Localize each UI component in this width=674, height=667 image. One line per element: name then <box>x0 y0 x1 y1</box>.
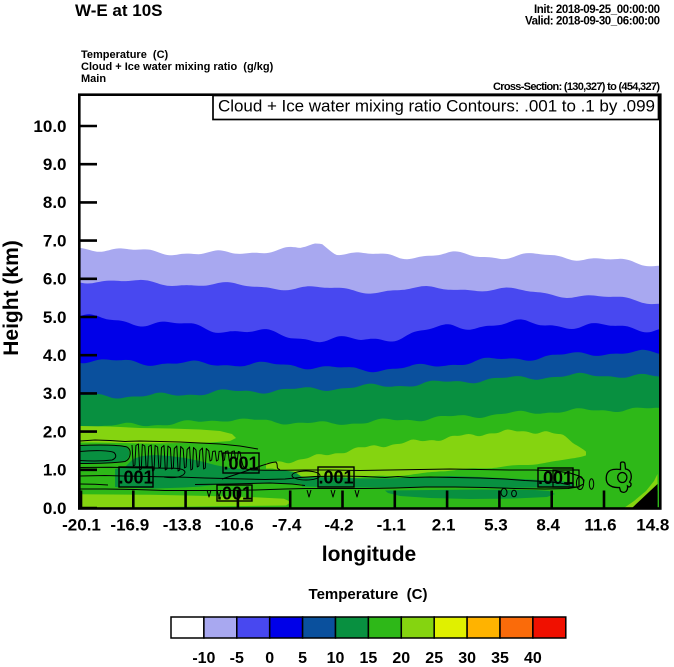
svg-text:5: 5 <box>298 650 307 667</box>
svg-text:-20.1: -20.1 <box>62 516 101 535</box>
svg-text:6.0: 6.0 <box>43 270 67 289</box>
svg-text:2.1: 2.1 <box>432 516 456 535</box>
svg-text:15: 15 <box>360 650 378 667</box>
svg-text:-7.4: -7.4 <box>272 516 302 535</box>
svg-text:-13.8: -13.8 <box>163 516 202 535</box>
svg-text:Cloud + Ice water mixing ratio: Cloud + Ice water mixing ratio Contours:… <box>218 97 655 116</box>
svg-text:0: 0 <box>265 650 274 667</box>
svg-text:8.4: 8.4 <box>536 516 560 535</box>
svg-text:7.0: 7.0 <box>43 231 67 250</box>
svg-text:.001: .001 <box>118 468 153 488</box>
svg-text:10: 10 <box>327 650 345 667</box>
svg-text:-10: -10 <box>192 650 215 667</box>
svg-text:Temperature (C): Temperature (C) <box>309 586 428 603</box>
svg-text:8.0: 8.0 <box>43 193 67 212</box>
svg-text:2.0: 2.0 <box>43 422 67 441</box>
svg-text:-5: -5 <box>230 650 244 667</box>
svg-text:-16.9: -16.9 <box>110 516 149 535</box>
svg-text:30: 30 <box>458 650 476 667</box>
svg-text:20: 20 <box>392 650 410 667</box>
svg-text:.001: .001 <box>318 468 353 488</box>
svg-text:0.0: 0.0 <box>43 499 67 518</box>
svg-text:Height (km): Height (km) <box>0 240 23 356</box>
svg-text:35: 35 <box>491 650 509 667</box>
svg-text:.001: .001 <box>223 454 258 474</box>
svg-text:longitude: longitude <box>322 543 416 566</box>
svg-text:25: 25 <box>425 650 443 667</box>
svg-text:.001: .001 <box>217 484 252 504</box>
svg-text:.001: .001 <box>538 468 573 488</box>
svg-text:Temperature (C): Temperature (C) <box>81 49 169 61</box>
svg-text:W-E at 10S: W-E at 10S <box>75 1 163 20</box>
svg-text:9.0: 9.0 <box>43 155 67 174</box>
svg-text:-1.1: -1.1 <box>377 516 406 535</box>
svg-text:Cross-Section: (130,327) to (4: Cross-Section: (130,327) to (454,327) <box>493 81 660 93</box>
svg-text:Valid: 2018-09-30_06:00:00: Valid: 2018-09-30_06:00:00 <box>525 16 660 28</box>
svg-text:Main: Main <box>81 73 106 85</box>
svg-text:Cloud + Ice water mixing ratio: Cloud + Ice water mixing ratio (g/kg) <box>81 61 274 73</box>
svg-text:10.0: 10.0 <box>33 117 66 136</box>
svg-text:40: 40 <box>524 650 542 667</box>
svg-text:4.0: 4.0 <box>43 346 67 365</box>
svg-text:14.8: 14.8 <box>636 516 669 535</box>
svg-text:5.3: 5.3 <box>484 516 508 535</box>
svg-text:11.6: 11.6 <box>584 516 616 535</box>
svg-text:1.0: 1.0 <box>43 461 67 480</box>
svg-text:3.0: 3.0 <box>43 384 67 403</box>
svg-text:5.0: 5.0 <box>43 308 67 327</box>
svg-text:Init: 2018-09-25_00:00:00: Init: 2018-09-25_00:00:00 <box>534 4 660 16</box>
svg-text:-4.2: -4.2 <box>324 516 353 535</box>
svg-text:-10.6: -10.6 <box>215 516 254 535</box>
